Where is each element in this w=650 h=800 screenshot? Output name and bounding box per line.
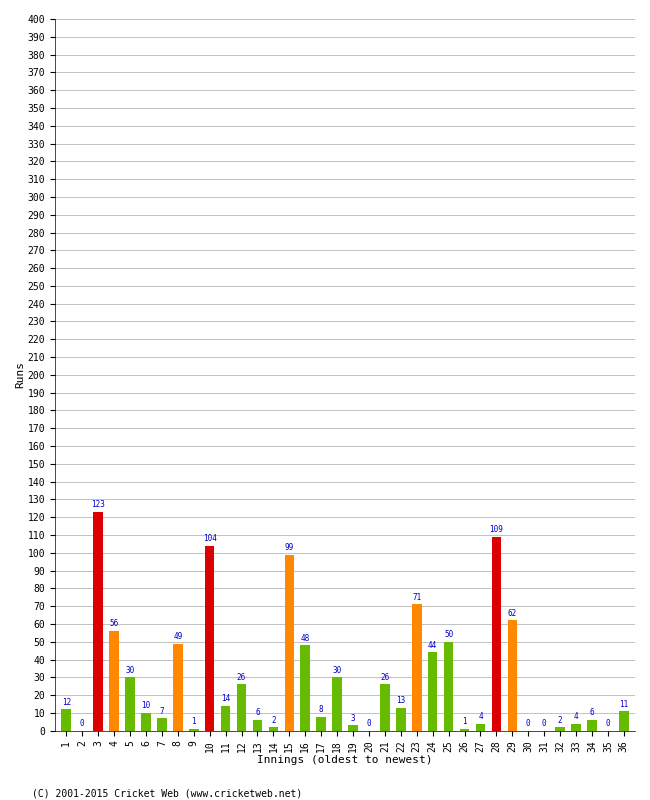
Bar <box>109 631 119 730</box>
Text: 26: 26 <box>237 673 246 682</box>
Text: 30: 30 <box>125 666 135 674</box>
Bar <box>62 710 71 730</box>
X-axis label: Innings (oldest to newest): Innings (oldest to newest) <box>257 755 433 765</box>
Text: 8: 8 <box>319 705 324 714</box>
Bar <box>157 718 166 730</box>
Text: 50: 50 <box>444 630 453 639</box>
Bar <box>555 727 565 730</box>
Bar <box>94 512 103 730</box>
Bar <box>619 711 629 730</box>
Text: 12: 12 <box>62 698 71 706</box>
Text: 10: 10 <box>141 702 151 710</box>
Bar <box>380 685 389 730</box>
Text: 49: 49 <box>173 632 183 641</box>
Bar <box>221 706 230 730</box>
Bar <box>300 646 310 730</box>
Bar <box>428 653 437 730</box>
Bar <box>396 708 406 730</box>
Text: 56: 56 <box>109 619 119 629</box>
Text: 3: 3 <box>351 714 356 722</box>
Bar <box>571 724 581 730</box>
Text: 4: 4 <box>478 712 483 721</box>
Text: 1: 1 <box>462 718 467 726</box>
Text: 44: 44 <box>428 641 437 650</box>
Bar <box>253 720 262 730</box>
Bar <box>125 678 135 730</box>
Text: 1: 1 <box>191 718 196 726</box>
Bar <box>189 729 198 730</box>
Bar <box>508 621 517 730</box>
Text: 2: 2 <box>271 715 276 725</box>
Text: 104: 104 <box>203 534 216 543</box>
Bar <box>317 717 326 730</box>
Text: 0: 0 <box>80 719 84 728</box>
Bar <box>332 678 342 730</box>
Text: 11: 11 <box>619 699 629 709</box>
Text: 2: 2 <box>558 715 562 725</box>
Text: 99: 99 <box>285 543 294 552</box>
Text: 4: 4 <box>574 712 578 721</box>
Text: 0: 0 <box>542 719 547 728</box>
Text: 6: 6 <box>590 709 594 718</box>
Bar <box>205 546 214 730</box>
Text: 71: 71 <box>412 593 421 602</box>
Bar <box>237 685 246 730</box>
Text: 123: 123 <box>91 500 105 510</box>
Text: 0: 0 <box>526 719 530 728</box>
Text: 0: 0 <box>367 719 371 728</box>
Text: 62: 62 <box>508 609 517 618</box>
Bar <box>444 642 454 730</box>
Text: 0: 0 <box>606 719 610 728</box>
Bar <box>173 643 183 730</box>
Bar <box>141 713 151 730</box>
Text: 14: 14 <box>221 694 230 703</box>
Text: 13: 13 <box>396 696 406 705</box>
Text: (C) 2001-2015 Cricket Web (www.cricketweb.net): (C) 2001-2015 Cricket Web (www.cricketwe… <box>32 788 303 798</box>
Bar <box>460 729 469 730</box>
Bar <box>476 724 486 730</box>
Bar <box>285 554 294 730</box>
Bar <box>491 537 501 730</box>
Text: 7: 7 <box>159 706 164 716</box>
Text: 30: 30 <box>332 666 342 674</box>
Bar <box>587 720 597 730</box>
Bar <box>412 605 422 730</box>
Y-axis label: Runs: Runs <box>15 362 25 388</box>
Text: 26: 26 <box>380 673 389 682</box>
Text: 48: 48 <box>300 634 310 642</box>
Bar <box>348 726 358 730</box>
Text: 6: 6 <box>255 709 260 718</box>
Text: 109: 109 <box>489 525 503 534</box>
Bar <box>268 727 278 730</box>
